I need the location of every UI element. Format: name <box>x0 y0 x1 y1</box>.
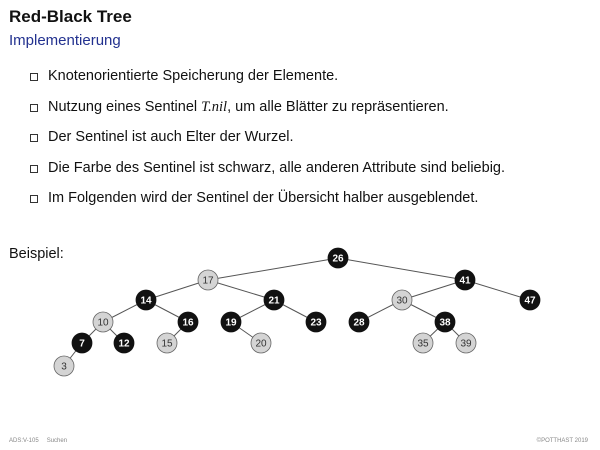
bullet-text: Der Sentinel ist auch Elter der Wurzel. <box>48 129 294 145</box>
tree-node-19: 19 <box>220 311 242 333</box>
node-circle <box>197 269 219 291</box>
node-key-label: 3 <box>61 362 67 373</box>
slide-subtitle: Implementierung <box>9 32 121 49</box>
tree-node-41: 41 <box>454 269 476 291</box>
example-label: Beispiel: <box>9 246 64 262</box>
tree-nodes: 26 17 41 14 21 30 47 10 16 19 23 28 38 7 12 15 20 35 39 3 <box>53 247 541 377</box>
slide-title: Red-Black Tree <box>9 7 132 26</box>
bullet-item: Knotenorientierte Speicherung der Elemen… <box>30 66 505 97</box>
node-circle <box>92 311 114 333</box>
bullet-list: Knotenorientierte Speicherung der Elemen… <box>30 66 505 219</box>
tree-edge <box>207 279 275 301</box>
tree-node-38: 38 <box>434 311 456 333</box>
bullet-item: Im Folgenden wird der Sentinel der Übers… <box>30 188 505 219</box>
node-circle <box>391 289 413 311</box>
node-circle <box>348 311 370 333</box>
bullet-square-icon <box>30 134 38 142</box>
node-key-label: 21 <box>268 296 280 307</box>
math-tnil: T.nil <box>201 98 228 115</box>
tree-node-21: 21 <box>263 289 285 311</box>
node-circle <box>519 289 541 311</box>
bullet-text: Im Folgenden wird der Sentinel der Übers… <box>48 190 479 206</box>
node-key-label: 23 <box>310 318 322 329</box>
node-circle <box>220 311 242 333</box>
red-black-tree-diagram: 26 17 41 14 21 30 47 10 16 19 23 28 38 7 12 15 20 35 39 3 <box>53 247 541 377</box>
bullet-text-before: Nutzung eines Sentinel <box>48 98 202 115</box>
bullet-square-icon <box>30 73 38 81</box>
tree-node-7: 7 <box>71 332 93 354</box>
node-key-label: 35 <box>417 339 429 350</box>
node-circle <box>135 289 157 311</box>
bullet-square-icon <box>30 195 38 203</box>
node-key-label: 26 <box>332 254 344 265</box>
footer-course: ADS:V-105 <box>9 438 39 444</box>
tree-edge <box>464 279 531 301</box>
tree-edge <box>207 257 339 281</box>
node-key-label: 10 <box>97 318 109 329</box>
tree-node-26: 26 <box>327 247 349 269</box>
tree-edge <box>145 279 209 301</box>
node-circle <box>454 269 476 291</box>
node-key-label: 12 <box>118 339 130 350</box>
node-circle <box>305 311 327 333</box>
bullet-square-icon <box>30 164 38 173</box>
bullet-text: Die Farbe des Sentinel ist schwarz, alle… <box>48 159 506 176</box>
node-key-label: 41 <box>459 276 471 287</box>
node-circle <box>156 332 178 354</box>
node-key-label: 14 <box>140 296 152 307</box>
node-circle <box>455 332 477 354</box>
bullet-item: Nutzung eines Sentinel T.nil, um alle Bl… <box>30 97 505 128</box>
node-circle <box>113 332 135 354</box>
tree-node-14: 14 <box>135 289 157 311</box>
tree-node-20: 20 <box>250 332 272 354</box>
bullet-item: Der Sentinel ist auch Elter der Wurzel. <box>30 127 505 158</box>
bullet-item: Die Farbe des Sentinel ist schwarz, alle… <box>30 158 505 189</box>
node-circle <box>250 332 272 354</box>
node-key-label: 39 <box>460 339 472 350</box>
footer-left: ADS:V-105 Suchen <box>9 438 75 444</box>
node-circle <box>177 311 199 333</box>
footer-copyright: ©POTTHAST 2019 <box>536 438 588 444</box>
tree-node-39: 39 <box>455 332 477 354</box>
bullet-text-after: , um alle Blätter zu repräsentieren. <box>227 98 449 115</box>
node-key-label: 7 <box>79 339 85 350</box>
tree-node-12: 12 <box>113 332 135 354</box>
node-circle <box>434 311 456 333</box>
footer-topic: Suchen <box>46 438 68 444</box>
node-key-label: 47 <box>524 296 536 307</box>
tree-edge <box>401 279 466 301</box>
node-circle <box>71 332 93 354</box>
node-key-label: 38 <box>439 318 451 329</box>
tree-node-10: 10 <box>92 311 114 333</box>
tree-node-30: 30 <box>391 289 413 311</box>
tree-node-17: 17 <box>197 269 219 291</box>
tree-edge <box>337 257 466 281</box>
node-key-label: 30 <box>396 296 408 307</box>
node-circle <box>53 355 75 377</box>
node-key-label: 20 <box>255 339 267 350</box>
tree-node-23: 23 <box>305 311 327 333</box>
bullet-text: Knotenorientierte Speicherung der Elemen… <box>48 68 339 84</box>
tree-node-15: 15 <box>156 332 178 354</box>
tree-node-16: 16 <box>177 311 199 333</box>
tree-node-3: 3 <box>53 355 75 377</box>
node-circle <box>327 247 349 269</box>
tree-node-28: 28 <box>348 311 370 333</box>
node-key-label: 17 <box>202 276 214 287</box>
node-key-label: 19 <box>225 318 237 329</box>
node-key-label: 15 <box>161 339 173 350</box>
bullet-square-icon <box>30 103 38 112</box>
node-circle <box>263 289 285 311</box>
tree-node-35: 35 <box>412 332 434 354</box>
node-key-label: 28 <box>353 318 365 329</box>
node-circle <box>412 332 434 354</box>
tree-node-47: 47 <box>519 289 541 311</box>
node-key-label: 16 <box>182 318 194 329</box>
